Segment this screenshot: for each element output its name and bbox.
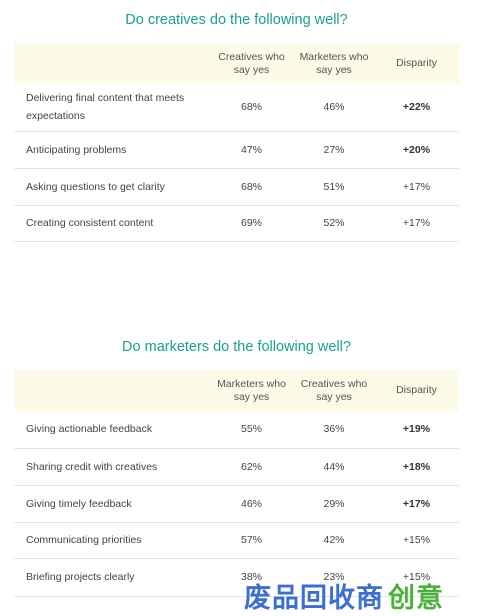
row-value-1: 38%: [209, 558, 294, 597]
row-disparity: +20%: [374, 131, 459, 169]
table-row: Communicating priorities 57% 42% +15%: [14, 522, 459, 559]
row-value-2: 36%: [294, 411, 374, 449]
row-disparity: +15%: [374, 558, 459, 597]
row-value-1: 47%: [209, 131, 294, 169]
row-label: Anticipating problems: [14, 131, 209, 169]
row-label: Asking questions to get clarity: [14, 168, 209, 206]
row-value-1: 55%: [209, 411, 294, 449]
table-row: Giving timely feedback 46% 29% +17%: [14, 485, 459, 523]
header-col-marketers: Marketers who say yes: [294, 43, 374, 84]
row-value-2: 52%: [294, 205, 374, 242]
row-disparity: +17%: [374, 168, 459, 206]
table-row: Delivering final content that meets expe…: [14, 84, 459, 132]
row-label: Delivering final content that meets expe…: [14, 84, 209, 132]
row-value-2: 46%: [294, 84, 374, 132]
row-disparity: +17%: [374, 485, 459, 523]
row-label: Giving timely feedback: [14, 485, 209, 523]
creatives-title: Do creatives do the following well?: [125, 12, 348, 28]
header-col-creatives: Creatives who say yes: [209, 43, 294, 84]
row-label: Briefing projects clearly: [14, 558, 209, 597]
marketers-table: Marketers who say yes Creatives who say …: [14, 370, 459, 597]
row-label: Sharing credit with creatives: [14, 448, 209, 486]
table-row: Creating consistent content 69% 52% +17%: [14, 205, 459, 242]
watermark-text-2: 创意: [388, 582, 444, 613]
row-disparity: +19%: [374, 411, 459, 449]
watermark-text-1: 废品回收商: [244, 582, 384, 613]
header-col-marketers: Marketers who say yes: [209, 370, 294, 411]
table-header-row: Marketers who say yes Creatives who say …: [14, 370, 459, 411]
creatives-section: Do creatives do the following well? Crea…: [14, 9, 459, 242]
row-value-2: 51%: [294, 168, 374, 206]
table-row: Briefing projects clearly 38% 23% +15%: [14, 558, 459, 597]
row-disparity: +17%: [374, 205, 459, 242]
row-value-2: 27%: [294, 131, 374, 169]
row-label: Creating consistent content: [14, 205, 209, 242]
row-value-2: 42%: [294, 522, 374, 559]
row-disparity: +18%: [374, 448, 459, 486]
row-value-1: 68%: [209, 84, 294, 132]
row-label: Giving actionable feedback: [14, 411, 209, 449]
row-value-2: 44%: [294, 448, 374, 486]
row-value-2: 23%: [294, 558, 374, 597]
row-value-1: 68%: [209, 168, 294, 206]
row-value-1: 46%: [209, 485, 294, 523]
row-value-1: 57%: [209, 522, 294, 559]
table-row: Anticipating problems 47% 27% +20%: [14, 131, 459, 169]
marketers-title: Do marketers do the following well?: [122, 339, 351, 355]
header-col-disparity: Disparity: [374, 43, 459, 84]
row-value-2: 29%: [294, 485, 374, 523]
row-disparity: +15%: [374, 522, 459, 559]
header-col-creatives: Creatives who say yes: [294, 370, 374, 411]
row-value-1: 62%: [209, 448, 294, 486]
header-col-disparity: Disparity: [374, 370, 459, 411]
row-value-1: 69%: [209, 205, 294, 242]
header-empty: [14, 370, 209, 411]
row-label: Communicating priorities: [14, 522, 209, 559]
header-empty: [14, 43, 209, 84]
table-row: Sharing credit with creatives 62% 44% +18%: [14, 448, 459, 486]
table-row: Giving actionable feedback 55% 36% +19%: [14, 411, 459, 449]
marketers-section: Do marketers do the following well? Mark…: [14, 336, 459, 597]
creatives-table: Creatives who say yes Marketers who say …: [14, 43, 459, 242]
watermark: 废品回收商 创意: [244, 574, 488, 616]
table-row: Asking questions to get clarity 68% 51% +17…: [14, 168, 459, 206]
table-header-row: Creatives who say yes Marketers who say …: [14, 43, 459, 84]
row-disparity: +22%: [374, 84, 459, 132]
